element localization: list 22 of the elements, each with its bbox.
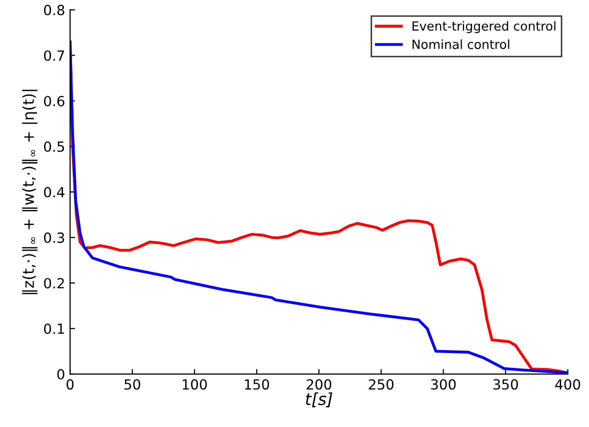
- y-tick-label: 0.5: [44, 141, 64, 152]
- y-tick-label: 0.3: [44, 232, 64, 243]
- x-tick-label: 400: [555, 379, 580, 390]
- legend-label: Nominal control: [412, 39, 510, 50]
- x-tick-label: 200: [306, 379, 332, 390]
- y-tick-label: 0.7: [44, 50, 64, 61]
- x-tick-label: 300: [431, 379, 456, 390]
- y-tick-label: 0.8: [44, 4, 64, 16]
- y-tick-label: 0.2: [44, 278, 64, 288]
- x-tick-label: 350: [493, 379, 518, 390]
- y-tick-label: 0.6: [44, 96, 64, 106]
- y-tick-label: 0: [57, 369, 64, 380]
- y-axis-title: ‖z(t,·)‖$_{∞}$ + ‖w(t,·)‖$_{∞}$ + |η(t)|: [22, 90, 38, 294]
- x-axis-title: t[s]: [306, 392, 332, 408]
- y-tick-label: 0.4: [44, 186, 64, 198]
- x-tick-label: 150: [245, 379, 270, 390]
- x-tick-label: 50: [124, 379, 140, 390]
- x-tick-label: 250: [368, 379, 394, 390]
- legend-label: Event-triggered control: [412, 21, 556, 34]
- x-tick-label: 100: [182, 379, 207, 390]
- x-tick-label: 0: [66, 379, 74, 390]
- y-tick-label: 0.1: [44, 323, 64, 334]
